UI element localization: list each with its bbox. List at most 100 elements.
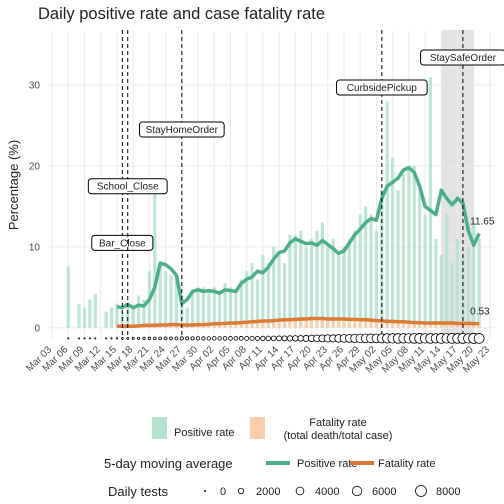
bar <box>234 323 238 328</box>
bar <box>472 222 476 328</box>
test-circle <box>174 336 179 341</box>
test-circle <box>152 336 157 341</box>
chart-title: Daily positive rate and case fatality ra… <box>38 5 325 23</box>
y-axis-title: Percentage (%) <box>6 140 21 230</box>
bar <box>299 230 303 328</box>
bar <box>455 238 460 328</box>
event-label-box <box>336 79 428 96</box>
bar <box>412 165 416 328</box>
legend-label: 6000 <box>372 486 396 498</box>
legend-label: 0 <box>220 486 226 498</box>
bar <box>109 307 114 328</box>
bar <box>266 263 270 328</box>
legend-swatch <box>152 417 167 439</box>
bar <box>282 318 287 328</box>
bar <box>374 320 379 328</box>
test-circle <box>222 336 228 341</box>
bar <box>250 320 254 328</box>
test-circle <box>88 337 91 340</box>
bar <box>255 279 260 328</box>
bar <box>239 279 243 328</box>
bar <box>439 255 443 328</box>
test-circle <box>238 336 244 341</box>
event-label: School_Close <box>97 182 159 193</box>
test-circle <box>260 335 266 341</box>
legend-label: 4000 <box>315 486 339 498</box>
bar <box>450 323 454 328</box>
bar <box>326 246 330 328</box>
bar <box>401 174 406 328</box>
event-label: StaySafeOrder <box>430 53 497 64</box>
test-circle <box>142 336 146 341</box>
test-circle <box>131 336 135 340</box>
moving-average-line <box>116 316 480 328</box>
bar <box>282 263 287 328</box>
bar <box>299 318 303 328</box>
bar <box>439 323 443 328</box>
test-circle <box>201 336 206 341</box>
bar <box>234 291 238 328</box>
legend-swatch <box>250 417 265 439</box>
bar <box>369 214 373 328</box>
test-circle <box>270 335 277 342</box>
bar <box>358 320 362 328</box>
legend-label: Positive rate <box>297 458 358 470</box>
event-label-box <box>138 121 225 138</box>
bar <box>228 322 233 328</box>
test-circle <box>67 337 70 340</box>
bar <box>364 206 368 328</box>
bar <box>277 319 281 328</box>
test-circle <box>147 336 152 341</box>
test-circle <box>169 336 173 341</box>
bar <box>245 271 249 328</box>
bar <box>223 323 227 328</box>
legend-label: Positive rate <box>174 427 235 439</box>
bar <box>174 279 178 328</box>
bar <box>374 230 379 328</box>
bar <box>412 322 416 328</box>
event-label-box <box>420 49 504 66</box>
bar <box>320 318 324 328</box>
bar <box>136 295 141 328</box>
y-tick-label: 20 <box>29 161 41 172</box>
legend-label: Fatality rate (total death/total case) <box>284 417 393 442</box>
bar <box>77 303 81 328</box>
bar <box>353 230 357 328</box>
test-circle <box>126 337 130 340</box>
bar <box>347 238 351 328</box>
bar <box>380 319 384 328</box>
bar <box>309 317 314 328</box>
bar <box>174 325 178 328</box>
event-label: Bar_Close <box>99 238 146 249</box>
test-circle <box>249 335 255 341</box>
bar <box>396 320 400 328</box>
test-circle <box>244 335 250 341</box>
bar <box>385 321 389 328</box>
bar <box>428 76 433 328</box>
test-circle <box>217 336 222 341</box>
bar <box>342 246 346 328</box>
bar <box>336 318 341 328</box>
bar <box>288 234 292 328</box>
bar <box>201 287 206 328</box>
moving-average-line <box>116 165 481 310</box>
bar <box>401 321 406 328</box>
test-circle <box>473 333 485 344</box>
test-circle <box>292 335 299 342</box>
bar <box>218 323 222 328</box>
bar <box>169 275 173 328</box>
bar <box>315 230 319 328</box>
test-circle <box>83 337 86 340</box>
test-circle <box>190 336 195 341</box>
end-value-label: 11.65 <box>470 217 495 228</box>
legend-label: 2000 <box>256 486 280 498</box>
test-circle <box>255 335 260 341</box>
bar <box>434 238 438 328</box>
bar <box>428 322 433 328</box>
test-circle <box>163 336 168 341</box>
bar <box>364 319 368 328</box>
bar <box>445 214 449 328</box>
bar <box>293 319 297 328</box>
bar <box>207 291 211 328</box>
